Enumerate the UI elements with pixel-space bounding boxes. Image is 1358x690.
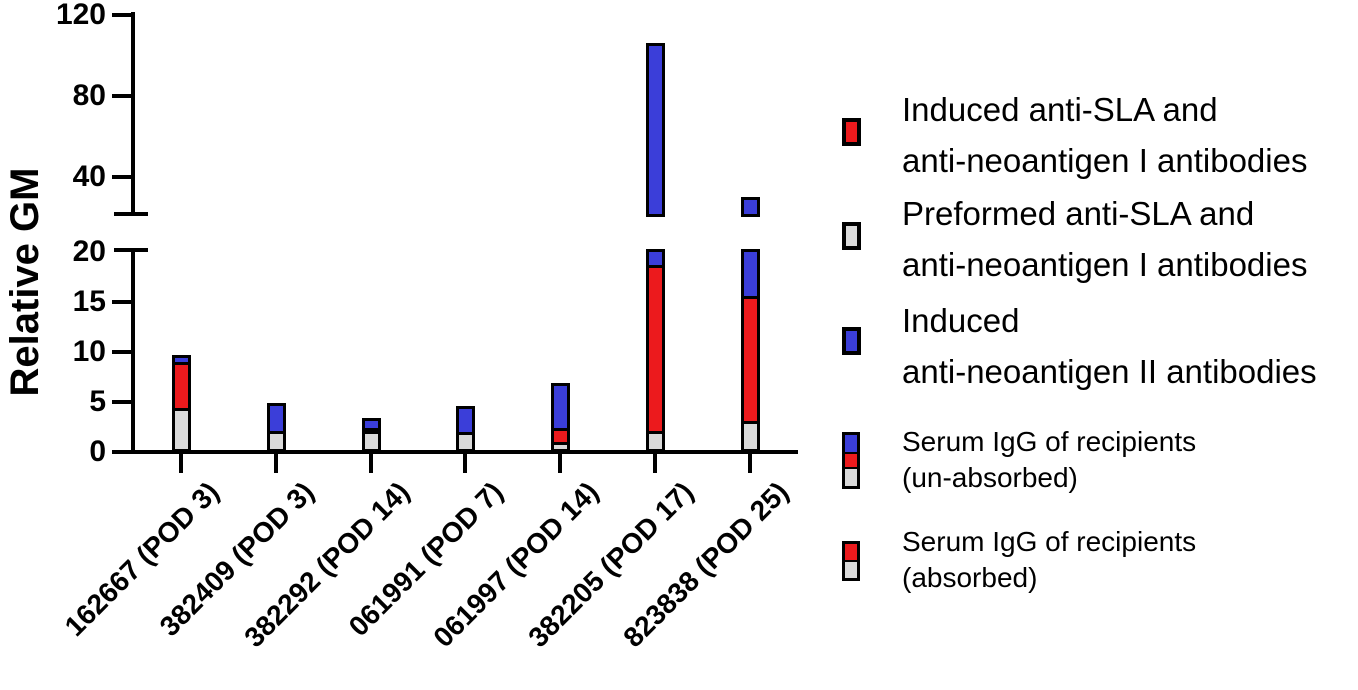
bar-segment [646,433,665,452]
bar-outline [172,355,191,452]
bar-segment [267,433,286,452]
legend-label-line: anti-neoantigen I antibodies [902,142,1308,179]
legend-label-line: Induced anti-SLA and [902,91,1218,128]
y-axis-tick [112,450,132,454]
bar-segment-divider [741,296,760,299]
axis-break-lower-cap [114,248,148,252]
bar-segment-divider [456,432,475,435]
y-tick-label: 5 [89,385,106,418]
bar-segment [456,406,475,434]
y-axis-tick [112,12,132,17]
bar-upper-segment [646,42,665,217]
x-tick-label: 061997 (POD 14) [426,476,604,654]
legend-label-line: Induced [902,302,1020,339]
blue-swatch-icon [842,327,861,355]
x-tick-label: 382205 (POD 17) [521,476,699,654]
y-tick-label: 40 [72,159,106,193]
y-tick-label: 20 [72,235,106,268]
x-tick-label: 823838 (POD 25) [616,476,794,654]
y-tick-label: 0 [89,435,106,468]
y-axis-tick [112,93,132,98]
bar-segment [741,298,760,423]
bar-segment-divider [362,431,381,434]
legend-label-line: Serum IgG of recipients [902,426,1197,457]
gray-swatch-icon [842,222,861,250]
bar-segment [551,444,570,452]
x-axis-tick [369,454,373,473]
bar-outline [267,403,286,452]
bar-upper-segment [741,196,760,217]
bar-segment-divider [551,428,570,431]
x-axis-tick [653,454,657,473]
x-axis-tick [463,454,467,473]
bar-segment [456,434,475,452]
x-tick-label: 382292 (POD 14) [237,476,415,654]
legend-item-preformed-anti-sla: Preformed anti-SLA and anti-neoantigen I… [842,188,1307,290]
bar-segment [646,267,665,433]
stacked-blue-red-gray-swatch-icon [842,432,860,489]
legend-label-line: anti-neoantigen II antibodies [902,353,1317,390]
bar-segment [172,364,191,410]
x-axis-tick [558,454,562,473]
bar-segment [267,403,286,433]
bar-segment-divider [741,421,760,424]
x-axis-tick [179,454,183,473]
bar-segment [646,249,665,267]
bar-segment-divider [551,442,570,445]
bar-segment-divider [267,431,286,434]
y-axis-tick [112,400,132,404]
legend-label-line: Serum IgG of recipients [902,526,1197,557]
y-axis-tick [112,174,132,179]
bar-outline [551,383,570,452]
legend-label-line: (un-absorbed) [902,462,1078,493]
bar-segment [551,383,570,430]
bar-segment [741,249,760,298]
legend-item-serum-unabsorbed: Serum IgG of recipients (un-absorbed) [842,424,1196,496]
bar-outline [456,406,475,452]
bar-segment [172,355,191,364]
bar-segment [741,423,760,452]
y-tick-label: 10 [72,335,106,368]
y-axis-tick [112,350,132,354]
x-axis-tick [748,454,752,473]
x-axis-tick [274,454,278,473]
stacked-red-gray-swatch-icon [842,541,860,581]
bar-segment-divider [172,408,191,411]
bar-outline [741,249,760,452]
y-tick-label: 80 [72,78,106,112]
bar-segment-divider [362,428,381,431]
upper-y-axis-line [131,12,135,216]
bar-outline [362,418,381,452]
bar-segment-divider [646,265,665,268]
y-tick-label: 15 [72,285,106,318]
bar-segment [172,410,191,452]
bar-segment [362,418,381,430]
legend-label-line: anti-neoantigen I antibodies [902,246,1308,283]
y-axis-tick [112,300,132,304]
red-swatch-icon [842,118,861,146]
lower-y-axis-line [131,248,135,454]
axis-break-upper-cap [114,212,148,216]
bar-segment-divider [646,431,665,434]
bar-segment [362,433,381,452]
bar-outline [646,249,665,452]
legend-item-induced-anti-sla: Induced anti-SLA and anti-neoantigen I a… [842,84,1307,186]
legend-item-induced-neoantigen-ii: Induced anti-neoantigen II antibodies [842,295,1317,397]
legend-label-line: Preformed anti-SLA and [902,195,1255,232]
y-tick-label: 120 [55,0,106,31]
bar-segment-divider [172,362,191,365]
legend-item-serum-absorbed: Serum IgG of recipients (absorbed) [842,524,1196,596]
x-axis-line [131,450,798,454]
bar-segment [551,430,570,444]
legend-label-line: (absorbed) [902,562,1038,593]
